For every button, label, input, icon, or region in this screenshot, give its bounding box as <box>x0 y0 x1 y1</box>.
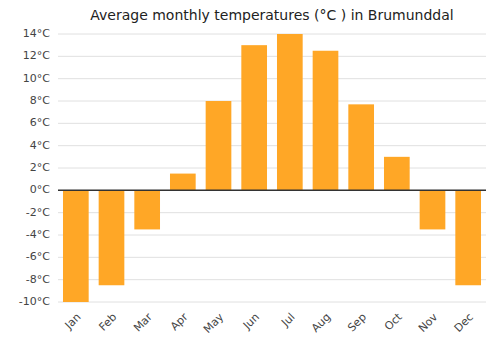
x-tick-label: Feb <box>96 311 119 334</box>
y-tick-label: 6°C <box>30 116 50 129</box>
chart: Average monthly temperatures (°C ) in Br… <box>0 0 500 350</box>
title: Average monthly temperatures (°C ) in Br… <box>90 7 453 23</box>
x-tick-label: Aug <box>309 311 333 335</box>
x-tick-label: Oct <box>382 310 405 333</box>
grid-line <box>58 190 486 191</box>
grid-line <box>58 78 486 79</box>
bar <box>241 45 267 190</box>
x-tick-label: Jan <box>62 311 84 333</box>
y-tick-label: -6°C <box>26 250 50 263</box>
y-tick-label: 0°C <box>30 183 50 196</box>
bar <box>348 104 374 190</box>
grid-line <box>58 56 486 57</box>
bars <box>63 34 481 302</box>
y-tick-label: 12°C <box>23 49 50 62</box>
y-tick-label: -10°C <box>19 295 50 308</box>
y-tick-label: -2°C <box>26 206 50 219</box>
grid-line <box>58 34 486 35</box>
x-axis: Jan Feb Mar Apr May Jun Jul Aug Sep Oct Nov Dec <box>62 310 476 336</box>
bar <box>277 34 303 190</box>
grid-line <box>58 101 486 102</box>
bar <box>455 190 481 285</box>
y-axis: -10°C -8°C -6°C -4°C -2°C 0°C 2°C 4°C 6°C 8°C 10°C… <box>19 27 50 308</box>
x-tick-label: Apr <box>168 310 191 333</box>
baseline <box>58 190 486 192</box>
grid-line <box>58 302 486 303</box>
bar <box>134 190 160 229</box>
bar <box>313 51 339 191</box>
y-tick-label: 4°C <box>30 139 50 152</box>
bar <box>99 190 125 285</box>
bar <box>384 157 410 191</box>
x-tick-label: May <box>201 310 227 336</box>
x-tick-label: Mar <box>131 310 155 334</box>
grid <box>58 34 486 302</box>
y-tick-label: 2°C <box>30 161 50 174</box>
grid-line <box>58 145 486 146</box>
x-tick-label: Dec <box>452 311 476 335</box>
y-tick-label: -4°C <box>26 228 50 241</box>
grid-line <box>58 123 486 124</box>
y-tick-label: 14°C <box>23 27 50 40</box>
y-tick-label: -8°C <box>26 273 50 286</box>
x-tick-label: Nov <box>416 310 441 335</box>
bar <box>170 174 196 191</box>
bar <box>63 190 89 302</box>
x-tick-label: Jun <box>240 311 262 333</box>
grid-line <box>58 168 486 169</box>
y-tick-label: 10°C <box>23 72 50 85</box>
x-tick-label: Sep <box>345 311 369 335</box>
bar <box>206 101 232 190</box>
x-tick-label: Jul <box>278 311 297 330</box>
y-tick-label: 8°C <box>30 94 50 107</box>
bar <box>420 190 446 229</box>
